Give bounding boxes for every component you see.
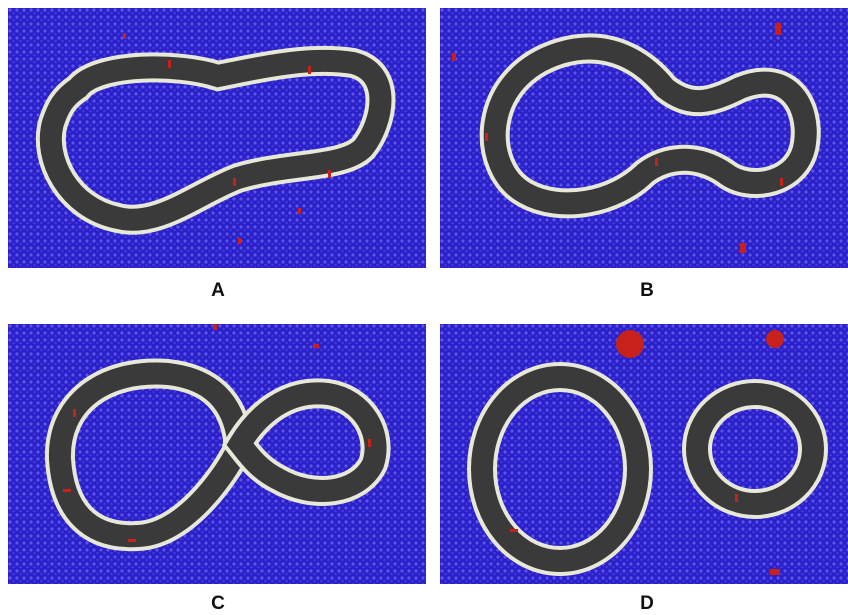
panel-a-svg <box>8 8 426 268</box>
membrane-left-lobe-core <box>48 362 249 548</box>
solvent-background <box>8 324 426 584</box>
panel-b-label: B <box>640 280 654 301</box>
panel-a-label: A <box>211 280 225 301</box>
lipid-tail-markers <box>63 324 371 542</box>
membrane-core <box>483 37 817 215</box>
panel-c-svg <box>8 324 426 584</box>
panel-d-label: D <box>640 593 654 614</box>
panel-b-image <box>440 8 848 268</box>
membrane-right-vesicle-core <box>686 383 824 515</box>
panel-c-label: C <box>211 593 225 614</box>
panel-b-svg <box>440 8 848 268</box>
membrane-right-lobe-core <box>226 382 387 502</box>
lipid-clusters <box>510 330 784 575</box>
panel-d-image <box>440 324 848 584</box>
panel-d-svg <box>440 324 848 584</box>
panel-a-image <box>8 8 426 268</box>
lipid-tail-markers <box>123 33 331 244</box>
panel-c-image <box>8 324 426 584</box>
membrane-core <box>39 49 392 231</box>
membrane-left-vesicle-core <box>471 366 649 572</box>
lipid-tail-markers <box>452 23 783 253</box>
